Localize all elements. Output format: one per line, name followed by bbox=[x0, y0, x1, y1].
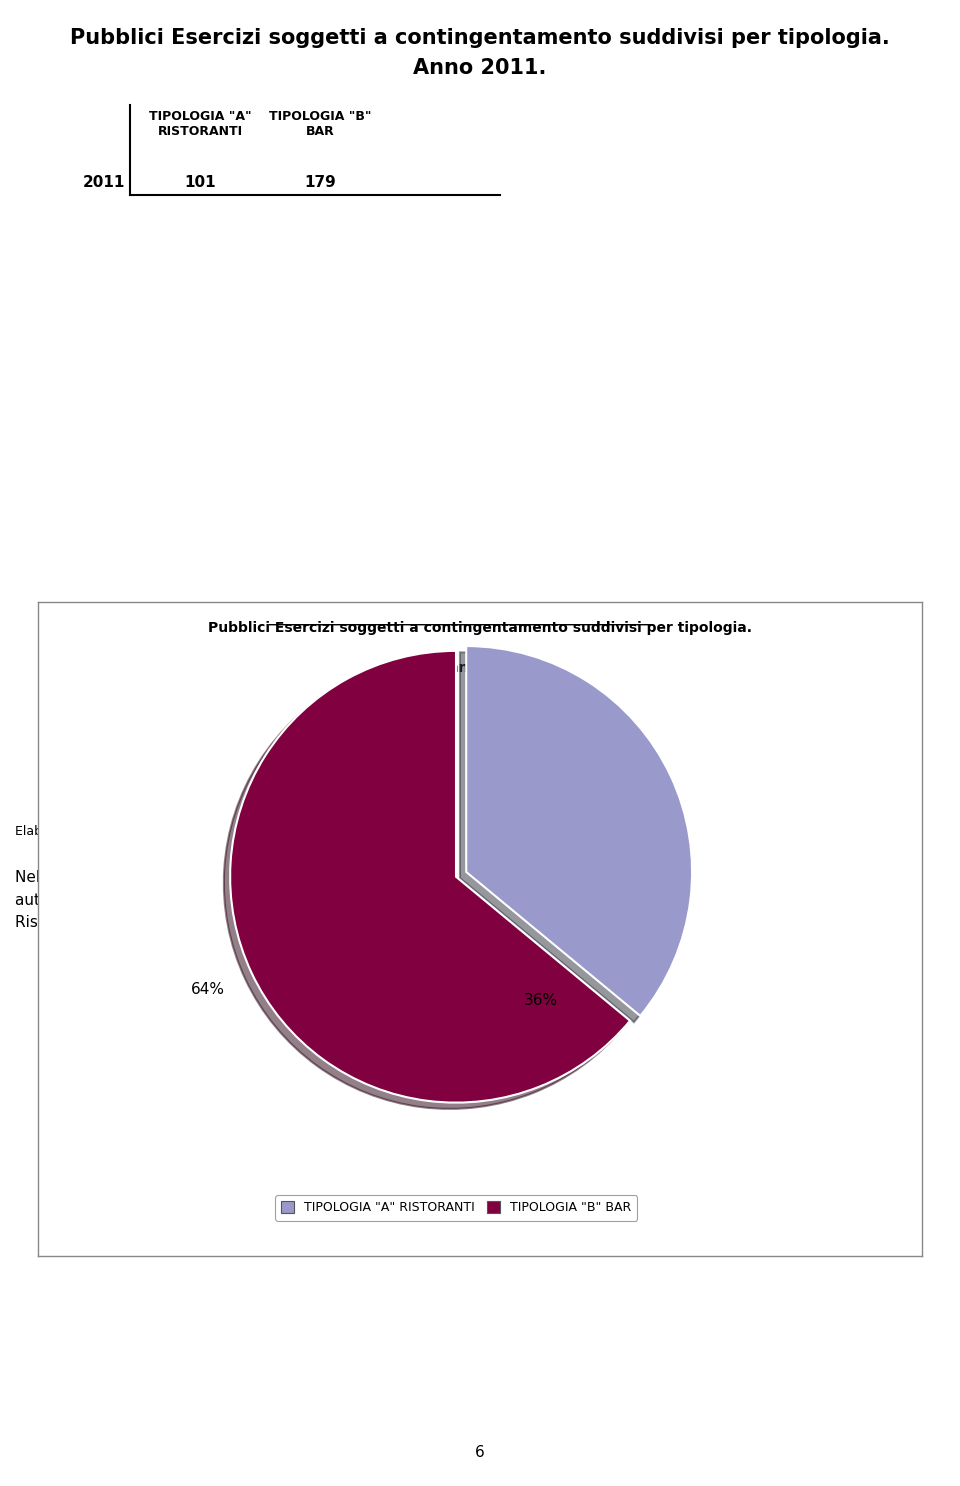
Text: 64%: 64% bbox=[191, 982, 225, 997]
Text: 6: 6 bbox=[475, 1444, 485, 1461]
Text: 101: 101 bbox=[184, 175, 216, 190]
Wedge shape bbox=[230, 651, 630, 1103]
Text: autorizzazioni è soggetto alle restrizioni derivanti dalla programmazione comuna: autorizzazioni è soggetto alle restrizio… bbox=[15, 892, 831, 908]
Text: Ristoranti “tip. A”) la tipologia “B” Bar risulta essere la più numerosa.: Ristoranti “tip. A”) la tipologia “B” Ba… bbox=[15, 914, 545, 930]
Text: BAR: BAR bbox=[305, 125, 334, 138]
Text: Pubblici Esercizi soggetti a contingentamento suddivisi per tipologia.: Pubblici Esercizi soggetti a contingenta… bbox=[208, 621, 752, 636]
Text: TIPOLOGIA "A": TIPOLOGIA "A" bbox=[149, 110, 252, 123]
Text: 36%: 36% bbox=[524, 994, 558, 1009]
Wedge shape bbox=[467, 646, 692, 1016]
Text: RISTORANTI: RISTORANTI bbox=[157, 125, 243, 138]
Text: Anno 2011: Anno 2011 bbox=[438, 661, 522, 675]
Text: TIPOLOGIA "B": TIPOLOGIA "B" bbox=[269, 110, 372, 123]
Legend: TIPOLOGIA "A" RISTORANTI, TIPOLOGIA "B" BAR: TIPOLOGIA "A" RISTORANTI, TIPOLOGIA "B" … bbox=[275, 1195, 637, 1220]
Text: 2011: 2011 bbox=[83, 175, 125, 190]
Text: Pubblici Esercizi soggetti a contingentamento suddivisi per tipologia.: Pubblici Esercizi soggetti a contingenta… bbox=[70, 28, 890, 48]
Text: Elaborazione dati: Servizio Statistica su Fonte: Ufficio Commercio del Comune di: Elaborazione dati: Servizio Statistica s… bbox=[15, 825, 563, 838]
Text: Anno 2011.: Anno 2011. bbox=[414, 58, 546, 77]
Text: Nel Comune di Aosta per i Pubblici Esercizi soggetti a contingentamento (quelli : Nel Comune di Aosta per i Pubblici Eserc… bbox=[15, 869, 819, 886]
Text: 179: 179 bbox=[304, 175, 336, 190]
